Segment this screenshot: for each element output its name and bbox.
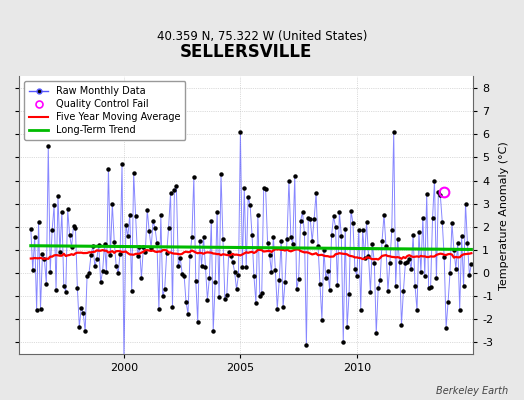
Text: Berkeley Earth: Berkeley Earth [436, 386, 508, 396]
Legend: Raw Monthly Data, Quality Control Fail, Five Year Moving Average, Long-Term Tren: Raw Monthly Data, Quality Control Fail, … [24, 81, 185, 140]
Y-axis label: Temperature Anomaly (°C): Temperature Anomaly (°C) [499, 141, 509, 290]
Text: 40.359 N, 75.322 W (United States): 40.359 N, 75.322 W (United States) [157, 30, 367, 43]
Title: SELLERSVILLE: SELLERSVILLE [180, 43, 312, 61]
